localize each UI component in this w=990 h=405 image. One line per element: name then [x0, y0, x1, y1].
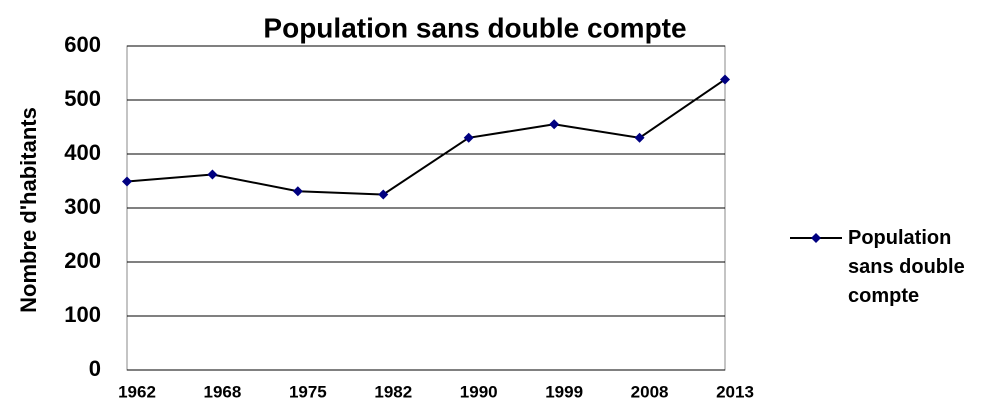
x-tick-label: 2008	[631, 382, 669, 401]
y-tick-label: 300	[64, 194, 101, 219]
x-tick-label: 1962	[118, 382, 156, 401]
y-tick-label: 100	[64, 302, 101, 327]
x-tick-label: 1999	[545, 382, 583, 401]
y-axis-label: Nombre d'habitants	[16, 107, 41, 313]
x-tick-label: 1968	[204, 382, 242, 401]
x-tick-label: 1975	[289, 382, 327, 401]
series-line	[126, 78, 726, 196]
y-tick-label: 200	[64, 248, 101, 273]
data-point	[720, 74, 730, 85]
data-point	[634, 132, 645, 143]
legend-marker	[811, 233, 821, 243]
legend-label: Population sans double compte	[848, 227, 965, 307]
chart-title: Population sans double compte	[263, 12, 686, 43]
data-point	[292, 186, 303, 197]
data-point	[378, 189, 389, 200]
y-tick-label: 0	[89, 356, 101, 381]
x-tick-label: 1982	[374, 382, 412, 401]
data-point	[549, 119, 560, 130]
data-point	[463, 132, 474, 143]
x-tick-label: 2013	[716, 382, 754, 401]
y-tick-label: 500	[64, 86, 101, 111]
y-tick-label: 600	[64, 32, 101, 57]
y-tick-label: 400	[64, 140, 101, 165]
data-point	[207, 169, 218, 180]
x-tick-label: 1990	[460, 382, 498, 401]
data-point	[122, 176, 132, 187]
